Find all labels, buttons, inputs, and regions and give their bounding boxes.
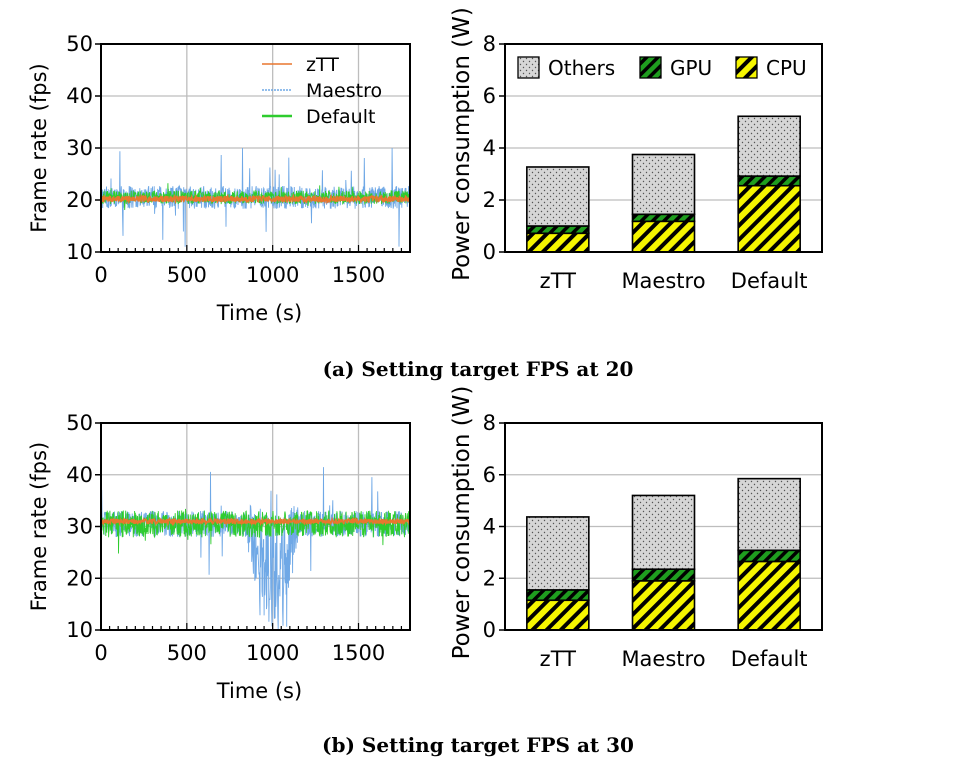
a-power-category-label: Maestro <box>621 269 705 293</box>
a-frame-ytick-label: 30 <box>66 136 93 160</box>
a-power-ytick-label: 8 <box>483 32 496 56</box>
a-power-legend-label-gpu: GPU <box>670 56 712 80</box>
a-frame-xlabel: Time (s) <box>216 301 302 325</box>
b-frame-ytick-label: 30 <box>66 515 93 539</box>
a-power-bar-default-cpu <box>737 184 801 253</box>
b-power-chart: zTT Maestro Default 0 2 4 6 8 Power consumption … <box>449 386 823 671</box>
a-power-legend-swatch-others <box>517 56 540 79</box>
a-power-legend-label-others: Others <box>548 56 615 80</box>
b-frame-ytick-label: 50 <box>66 411 93 435</box>
a-power-chart: zTT Maestro Default 0 2 4 6 8 Power consumption … <box>449 7 823 293</box>
b-power-category-label: Default <box>731 647 808 671</box>
a-frame-series-default <box>101 183 410 211</box>
a-power-bar-default-others <box>737 115 801 177</box>
a-frame-xtick-label: 0 <box>94 263 107 287</box>
a-power-ytick-label: 4 <box>483 136 496 160</box>
b-power-bar-default-gpu <box>737 549 801 563</box>
a-frame-ytick-label: 40 <box>66 84 93 108</box>
a-power-legend-label-cpu: CPU <box>766 56 807 80</box>
b-power-ylabel: Power consumption (W) <box>449 386 475 660</box>
b-frame-ytick-label: 10 <box>66 618 93 642</box>
a-power-category-label: zTT <box>540 269 576 293</box>
b-frame-xtick-label: 1500 <box>332 641 385 665</box>
a-power-bar-ztt-cpu <box>526 232 590 253</box>
a-power-bar-maestro-cpu <box>631 220 696 253</box>
b-power-bar-maestro-cpu <box>631 580 696 631</box>
b-frame-ytick-label: 40 <box>66 463 93 487</box>
b-frame-xtick-label: 500 <box>167 641 207 665</box>
b-power-ytick-label: 6 <box>483 463 496 487</box>
b-frame-series-maestro <box>101 467 410 630</box>
b-frame-chart: 0 500 1000 1500 10 20 30 40 50 Time (s) Frame rate… <box>27 411 411 703</box>
a-power-category-label: Default <box>731 269 808 293</box>
a-frame-xtick-label: 1500 <box>332 263 385 287</box>
b-frame-ylabel: Frame rate (fps) <box>27 442 51 612</box>
a-power-bar-ztt-gpu <box>526 225 590 235</box>
a-power-bar-maestro-gpu <box>631 213 696 223</box>
b-power-category-label: Maestro <box>621 647 705 671</box>
b-power-bar-ztt-gpu <box>526 589 590 602</box>
a-power-legend-swatch-cpu <box>735 56 758 79</box>
b-power-bar-default-others <box>737 477 801 552</box>
a-frame-ytick-label: 20 <box>66 188 93 212</box>
a-power-ytick-label: 6 <box>483 84 496 108</box>
a-frame-legend-label-maestro: Maestro <box>306 80 382 102</box>
b-power-bar-maestro-others <box>631 494 696 570</box>
b-power-bar-ztt-others <box>526 516 590 591</box>
b-power-bar-default-cpu <box>737 560 801 631</box>
b-power-ytick-label: 2 <box>483 566 496 590</box>
b-frame-xtick-label: 0 <box>94 641 107 665</box>
b-frame-ytick-label: 20 <box>66 566 93 590</box>
caption-a: (a) Setting target FPS at 20 <box>322 357 634 381</box>
b-power-ytick-label: 8 <box>483 411 496 435</box>
a-power-ytick-label: 0 <box>483 240 496 264</box>
a-frame-chart: 0 500 1000 1500 10 20 30 40 50 Time (s) Frame rate… <box>27 32 411 325</box>
a-power-bar-maestro-others <box>631 153 696 216</box>
a-frame-legend-label-default: Default <box>306 106 375 128</box>
a-frame-ylabel: Frame rate (fps) <box>27 63 51 233</box>
b-power-category-label: zTT <box>540 647 576 671</box>
a-frame-series-ztt <box>101 193 410 205</box>
b-frame-xtick-label: 1000 <box>246 641 299 665</box>
a-power-ylabel: Power consumption (W) <box>449 7 475 281</box>
b-power-ytick-label: 4 <box>483 515 496 539</box>
a-power-ytick-label: 2 <box>483 188 496 212</box>
a-frame-ytick-label: 50 <box>66 32 93 56</box>
a-frame-legend-label-ztt: zTT <box>306 54 339 76</box>
a-frame-ytick-label: 10 <box>66 240 93 264</box>
a-frame-xtick-label: 1000 <box>246 263 299 287</box>
caption-b: (b) Setting target FPS at 30 <box>322 733 634 757</box>
b-frame-xlabel: Time (s) <box>216 679 302 703</box>
a-power-legend-swatch-gpu <box>639 56 662 79</box>
a-power-bar-ztt-others <box>526 166 590 227</box>
b-power-ytick-label: 0 <box>483 618 496 642</box>
b-power-bar-maestro-gpu <box>631 568 696 582</box>
b-power-bar-ztt-cpu <box>526 599 590 631</box>
a-power-bar-default-gpu <box>737 175 801 187</box>
a-frame-xtick-label: 500 <box>167 263 207 287</box>
b-frame-series-ztt <box>101 516 410 527</box>
